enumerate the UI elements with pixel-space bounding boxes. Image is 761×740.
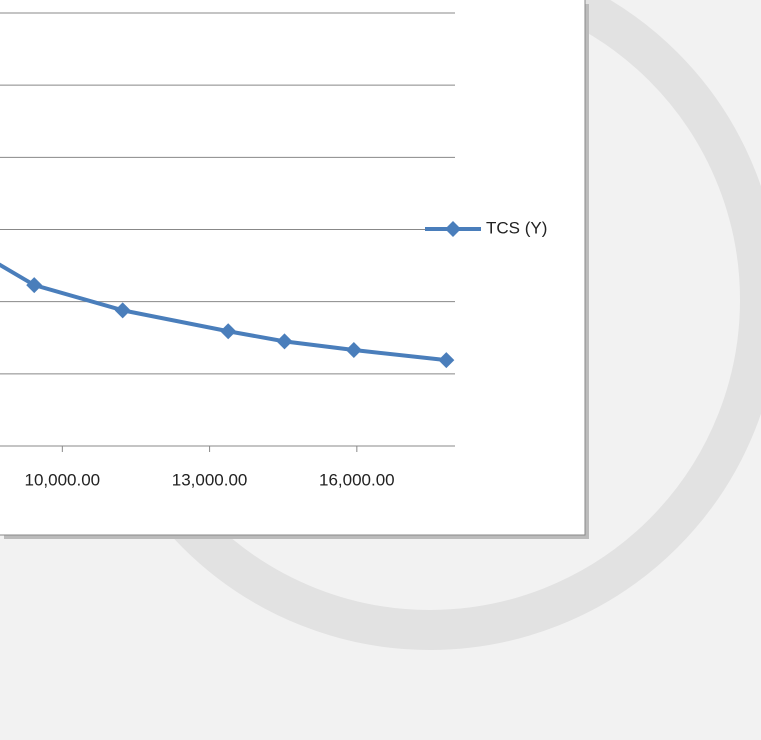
x-tick-label: 10,000.00 [25, 470, 101, 489]
x-tick-label: 13,000.00 [172, 470, 248, 489]
marker [276, 333, 293, 350]
chart-area [0, 0, 586, 536]
plot: 10,000.00 13,000.00 16,000.00 TCS (Y) [0, 12, 547, 489]
legend-label: TCS (Y) [486, 218, 547, 237]
marker [345, 342, 362, 359]
x-tick-label: 16,000.00 [319, 470, 395, 489]
marker [220, 323, 237, 340]
marker [438, 352, 455, 369]
marker [114, 302, 131, 319]
marker [26, 277, 43, 294]
legend-marker [445, 221, 461, 237]
